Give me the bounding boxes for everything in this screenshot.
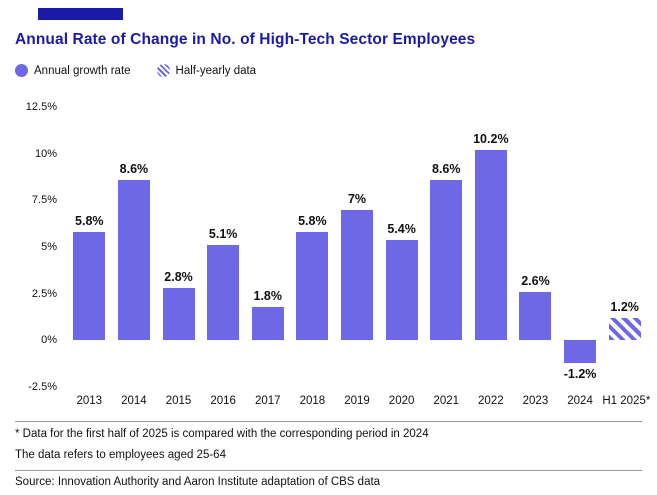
bar-column: 1.2% [602, 107, 647, 387]
bar-value-label: 5.8% [75, 214, 104, 229]
bar [207, 245, 240, 341]
x-tick-label: 2018 [299, 395, 326, 407]
legend-label: Half-yearly data [175, 64, 257, 77]
bar-value-label: 2.8% [164, 270, 193, 285]
x-tick-label: 2019 [344, 395, 370, 407]
bar-column: 5.1% [201, 107, 246, 387]
bar-hatched [608, 317, 641, 341]
bar-value-label: 1.8% [253, 288, 283, 303]
bar-value-label: 7% [347, 191, 367, 206]
bar-column: 5.8% [290, 107, 335, 387]
x-tick-label: H1 2025* [602, 395, 651, 407]
y-tick-label: 0% [41, 334, 57, 347]
bar [73, 232, 106, 341]
bar [474, 149, 507, 341]
x-tick-label: 2015 [165, 395, 192, 407]
bar-value-label: -1.2% [563, 366, 597, 381]
hatched-circle-icon [156, 64, 170, 77]
x-axis: 2013 2014 2015 2016 2017 2018 2019 2020 2021 2022… [67, 395, 651, 413]
bar [564, 340, 597, 363]
y-tick-label: 12.5% [25, 101, 57, 113]
bar-column: 8.6% [112, 107, 157, 387]
x-tick-label: 2014 [121, 395, 147, 407]
bar-column: 2.8% [156, 107, 201, 387]
bar-column: 7% [335, 107, 380, 387]
x-tick-label: 2016 [210, 395, 236, 407]
legend-item-annual-growth: Annual growth rate [15, 64, 131, 77]
plot-area: 5.8% 8.6% 2.8% 5.1% 1.8% 5.8% 7% 5.4% 8.6% 10.2% 2… [67, 107, 647, 387]
bar [519, 291, 552, 341]
x-tick-label: 2023 [522, 395, 549, 407]
bar [296, 232, 329, 341]
x-tick-label: 2024 [567, 395, 593, 407]
divider-line [15, 421, 642, 422]
bar-value-label: 5.8% [298, 214, 327, 229]
y-axis: 12.5% 10% 7.5% 5% 2.5% 0% -2.5% [15, 101, 57, 393]
bar-column: 5.8% [67, 107, 112, 387]
bar-value-label: 8.6% [431, 161, 461, 176]
bar [430, 179, 463, 341]
footnotes: * Data for the first half of 2025 is com… [15, 421, 642, 488]
legend-label: Annual growth rate [34, 64, 131, 77]
bar [117, 179, 150, 341]
y-tick-label: 7.5% [31, 194, 57, 207]
bar-column: 5.4% [379, 107, 424, 387]
x-tick-label: 2021 [433, 395, 460, 407]
y-tick-label: 5% [41, 241, 57, 253]
bar [340, 209, 373, 341]
divider-line [15, 470, 642, 472]
bar [162, 288, 195, 341]
y-tick-label: 2.5% [31, 287, 57, 300]
x-tick-label: 2020 [388, 395, 415, 407]
y-tick-label: -2.5% [28, 381, 57, 393]
footnote-line-2: The data refers to employees aged 25-64 [15, 448, 226, 461]
y-tick-label: 10% [34, 147, 57, 160]
x-tick-label: 2022 [478, 395, 504, 407]
bar-column: -1.2% [558, 107, 603, 387]
x-tick-label: 2013 [76, 395, 103, 407]
bar-chart: 12.5% 10% 7.5% 5% 2.5% 0% -2.5% 5.8% 8.6% 2.8% 5.… [15, 101, 651, 415]
bar-column: 8.6% [424, 107, 469, 387]
bar-column: 2.6% [513, 107, 558, 387]
page-title: Annual Rate of Change in No. of High-Tec… [15, 31, 476, 48]
bar-value-label: 1.2% [610, 299, 639, 314]
legend-item-half-yearly: Half-yearly data [156, 64, 257, 77]
bar-value-label: 5.1% [208, 227, 238, 242]
solid-circle-icon [15, 64, 28, 77]
source-note: Source: Innovation Authority and Aaron I… [15, 476, 381, 489]
x-tick-label: 2017 [254, 395, 281, 407]
footnote-line-1: * Data for the first half of 2025 is com… [15, 428, 429, 440]
bar-value-label: 5.4% [387, 221, 416, 236]
bar-value-label: 2.6% [521, 273, 550, 288]
chart-legend: Annual growth rate Half-yearly data [15, 64, 642, 77]
brand-accent-bar [38, 8, 123, 20]
bar-value-label: 10.2% [473, 131, 509, 146]
bar-value-label: 8.6% [119, 161, 149, 176]
bar-column: 1.8% [245, 107, 290, 387]
bar [251, 306, 284, 341]
bar-column: 10.2% [469, 107, 514, 387]
bar [385, 239, 418, 341]
